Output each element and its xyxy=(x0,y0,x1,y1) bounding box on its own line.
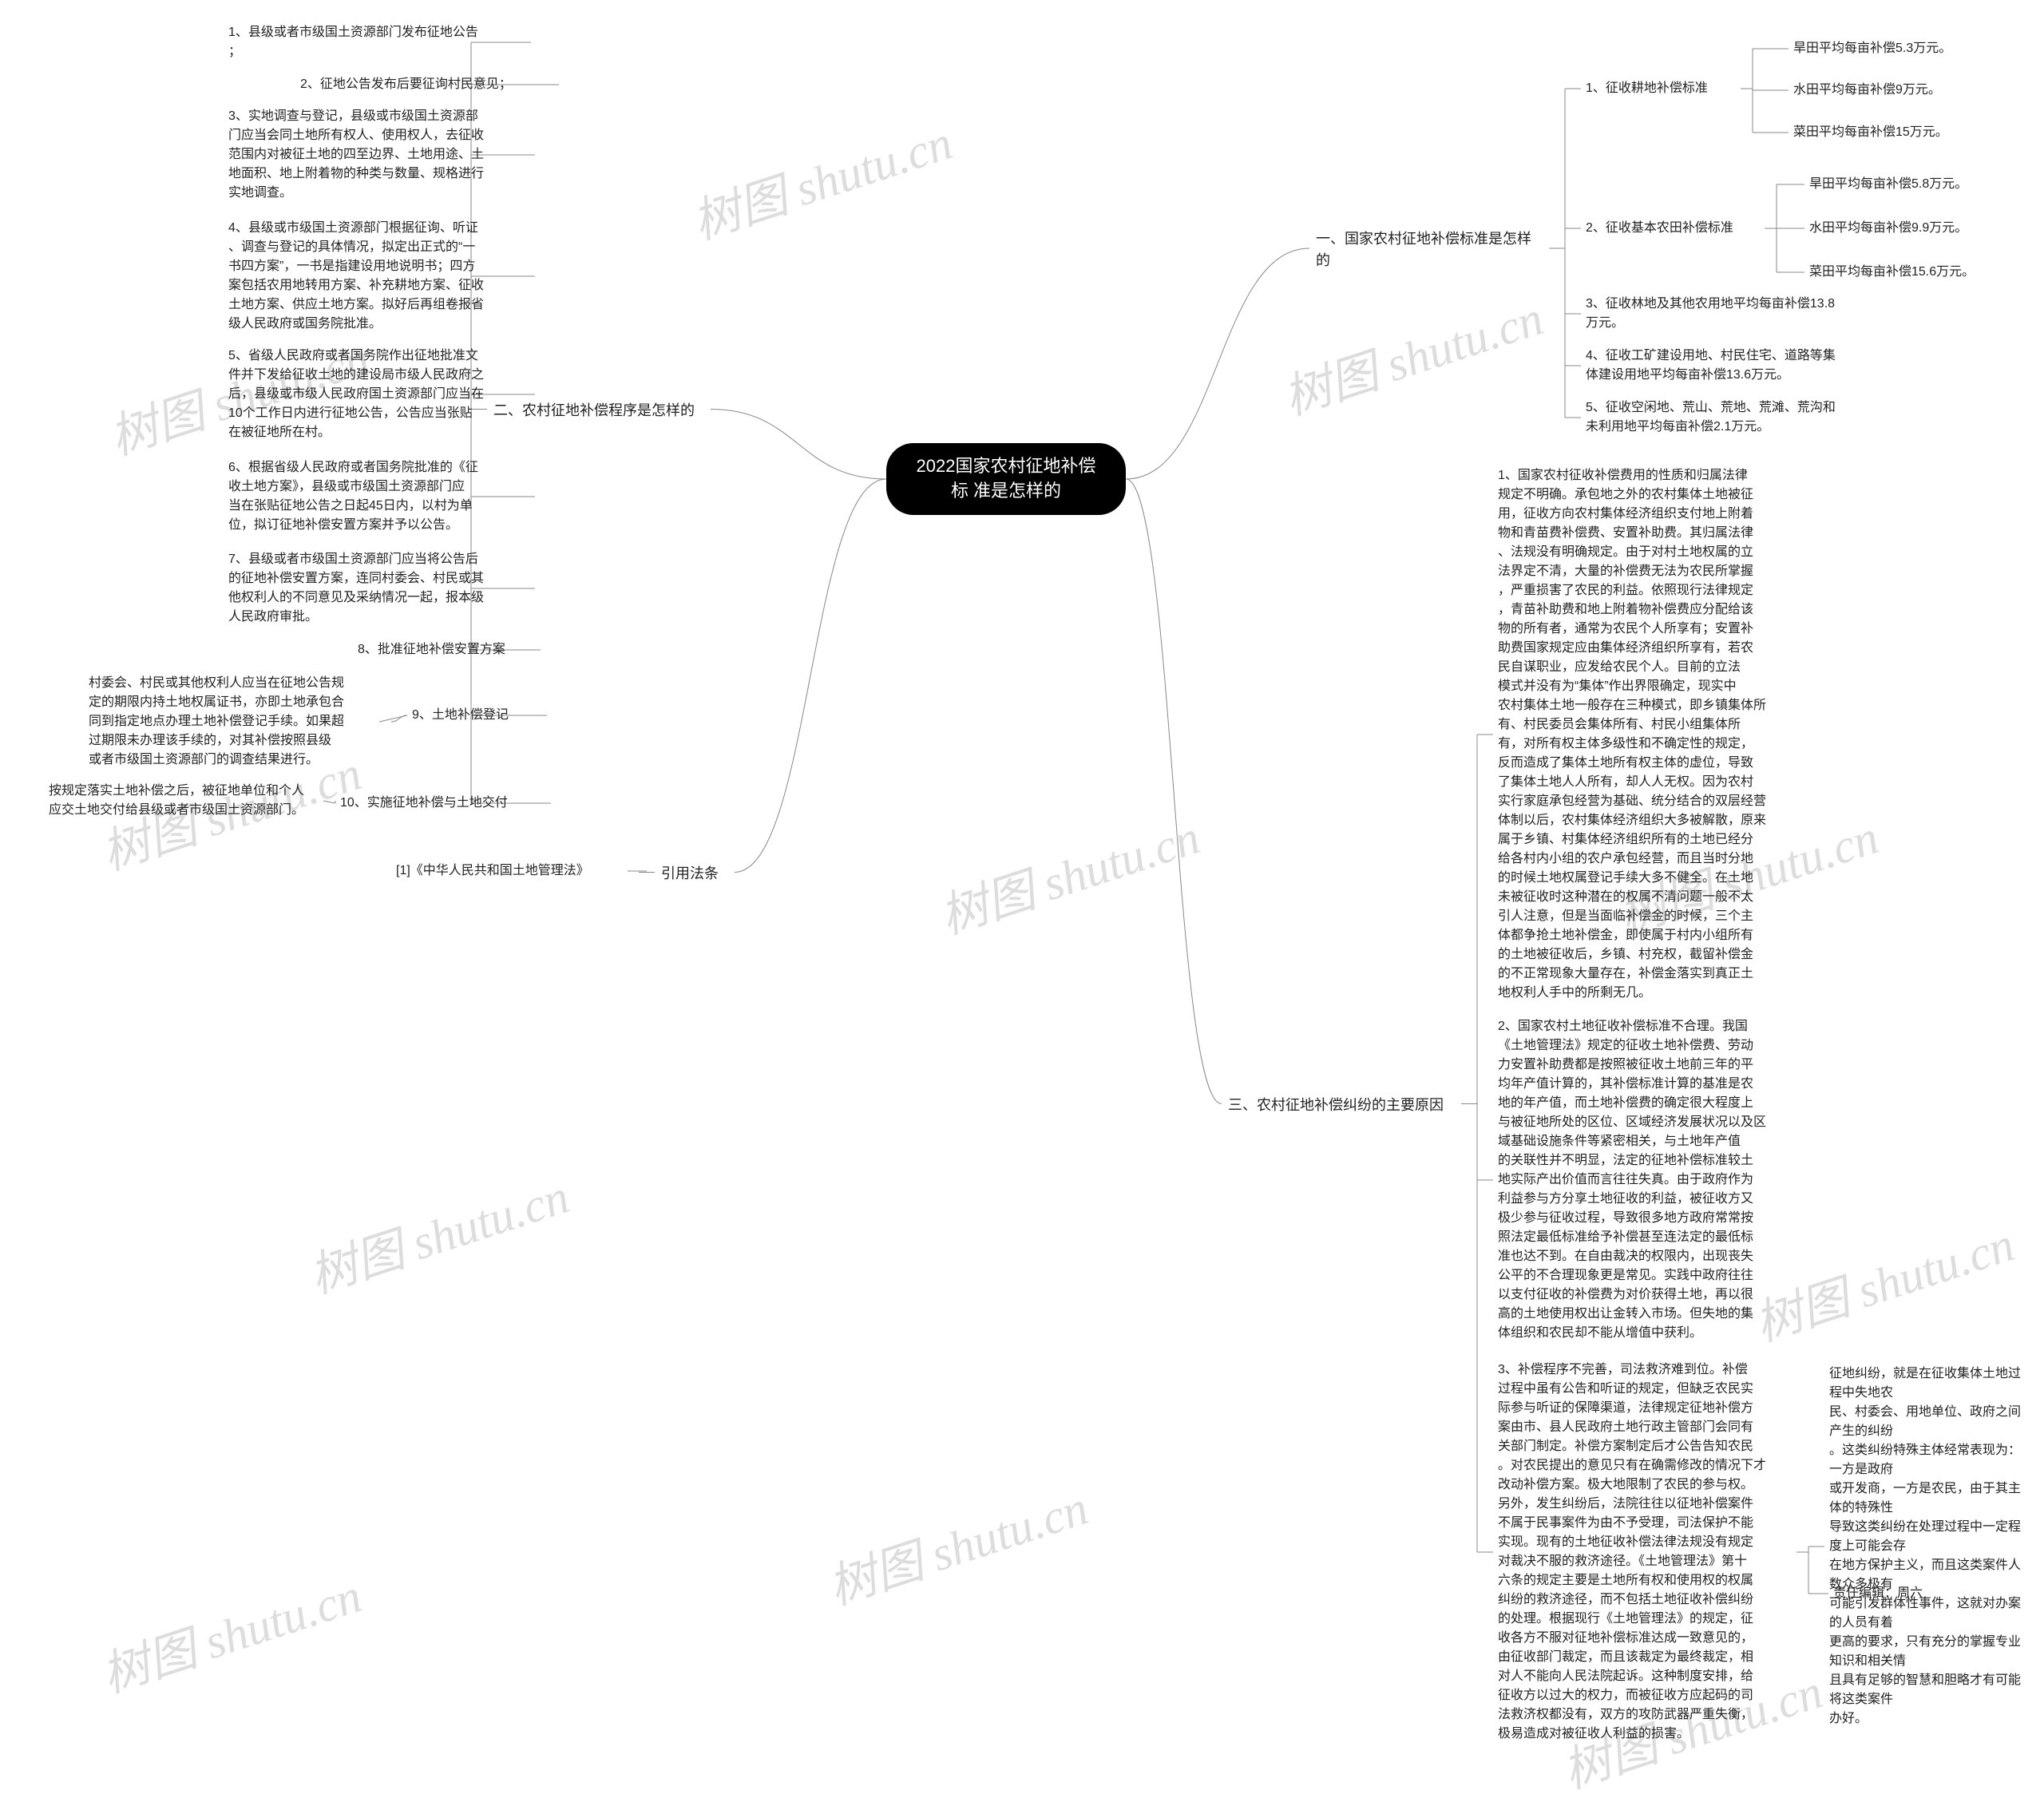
leaf-b4c1: 1、国家农村征收补偿费用的性质和归属法律 规定不明确。承包地之外的农村集体土地被… xyxy=(1493,463,1796,1006)
leaf-b1c2: 2、征收基本农田补偿标准 xyxy=(1581,216,1765,241)
leaf-b2c1: 1、县级或者市级国土资源部门发布征地公告 ； xyxy=(224,20,515,65)
leaf-b2c8: 8、批准征地补偿安置方案 xyxy=(353,637,525,663)
leaf-b2c9: 9、土地补偿登记 xyxy=(407,703,531,728)
watermark: 树图 shutu.cn xyxy=(1274,279,1551,429)
leaf-b1c2c: 菜田平均每亩补偿15.6万元。 xyxy=(1804,259,2004,285)
leaf-b2c2: 2、征地公告发布后要征询村民意见； xyxy=(295,72,543,97)
watermark: 树图 shutu.cn xyxy=(930,798,1207,948)
branch-b4: 三、农村征地补偿纠纷的主要原因 xyxy=(1222,1090,1461,1121)
watermark: 树图 shutu.cn xyxy=(683,104,960,253)
leaf-b4c3: 3、补偿程序不完善，司法救济难到位。补偿 过程中虽有公告和听证的规定，但缺乏农民… xyxy=(1493,1357,1796,1747)
leaf-b4c2: 2、国家农村土地征收补偿标准不合理。我国 《土地管理法》规定的征收土地补偿费、劳… xyxy=(1493,1014,1796,1346)
leaf-b2c6: 6、根据省级人民政府或者国务院批准的《征 收土地方案》，县级或市级国土资源部门应… xyxy=(224,455,519,538)
leaf-b1c2b: 水田平均每亩补偿9.9万元。 xyxy=(1804,216,1996,241)
leaf-b1c1a: 旱田平均每亩补偿5.3万元。 xyxy=(1788,36,1980,61)
leaf-b4c3b: 责任编辑：周六 xyxy=(1828,1581,1940,1606)
branch-b1: 一、国家农村征地补偿标准是怎样 的 xyxy=(1309,224,1549,276)
leaf-b1c1b: 水田平均每亩补偿9万元。 xyxy=(1788,77,1980,103)
branch-b3: 引用法条 xyxy=(655,858,735,889)
leaf-b1c1c: 菜田平均每亩补偿15万元。 xyxy=(1788,120,1980,145)
leaf-b2c7: 7、县级或者市级国土资源部门应当将公告后 的征地补偿安置方案，连同村委会、村民或… xyxy=(224,547,519,630)
leaf-b2c4: 4、县级或市级国土资源部门根据征询、听证 、调查与登记的具体情况，拟定出正式的“… xyxy=(224,216,519,337)
leaf-b3c1: [1]《中华人民共和国土地管理法》 xyxy=(391,858,631,884)
leaf-b1c2a: 旱田平均每亩补偿5.8万元。 xyxy=(1804,172,1996,197)
watermark: 树图 shutu.cn xyxy=(299,1158,576,1307)
leaf-b2c10: 10、实施征地补偿与土地交付 xyxy=(335,790,535,816)
leaf-b2c10a: 按规定落实土地补偿之后，被征地单位和个人 应交土地交付给县级或者市级国土资源部门… xyxy=(44,778,323,823)
branch-b2: 二、农村征地补偿程序是怎样的 xyxy=(487,395,711,426)
leaf-b1c1: 1、征收耕地补偿标准 xyxy=(1581,76,1741,101)
root-node: 2022国家农村征地补偿标 准是怎样的 xyxy=(886,443,1126,515)
leaf-b1c4: 4、征收工矿建设用地、村民住宅、道路等集 体建设用地平均每亩补偿13.6万元。 xyxy=(1581,343,1876,388)
leaf-b1c5: 5、征收空闲地、荒山、荒地、荒滩、荒沟和 未利用地平均每亩补偿2.1万元。 xyxy=(1581,395,1876,440)
leaf-b2c9a: 村委会、村民或其他权利人应当在征地公告规 定的期限内持土地权属证书，亦即土地承包… xyxy=(84,671,379,773)
watermark: 树图 shutu.cn xyxy=(818,1469,1095,1618)
leaf-b2c5: 5、省级人民政府或者国务院作出征地批准文 件并下发给征收土地的建设局市级人民政府… xyxy=(224,343,519,446)
leaf-b1c3: 3、征收林地及其他农用地平均每亩补偿13.8 万元。 xyxy=(1581,291,1868,336)
mindmap-canvas: 树图 shutu.cn 树图 shutu.cn 树图 shutu.cn 树图 shut… xyxy=(0,0,2044,1767)
leaf-b2c3: 3、实地调查与登记，县级或市级国土资源部 门应当会同土地所有权人、使用权人，去征… xyxy=(224,104,519,206)
watermark: 树图 shutu.cn xyxy=(92,1557,369,1706)
leaf-b4c3a: 征地纠纷，就是在征收集体土地过程中失地农 民、村委会、用地单位、政府之间产生的纠… xyxy=(1824,1361,2032,1732)
